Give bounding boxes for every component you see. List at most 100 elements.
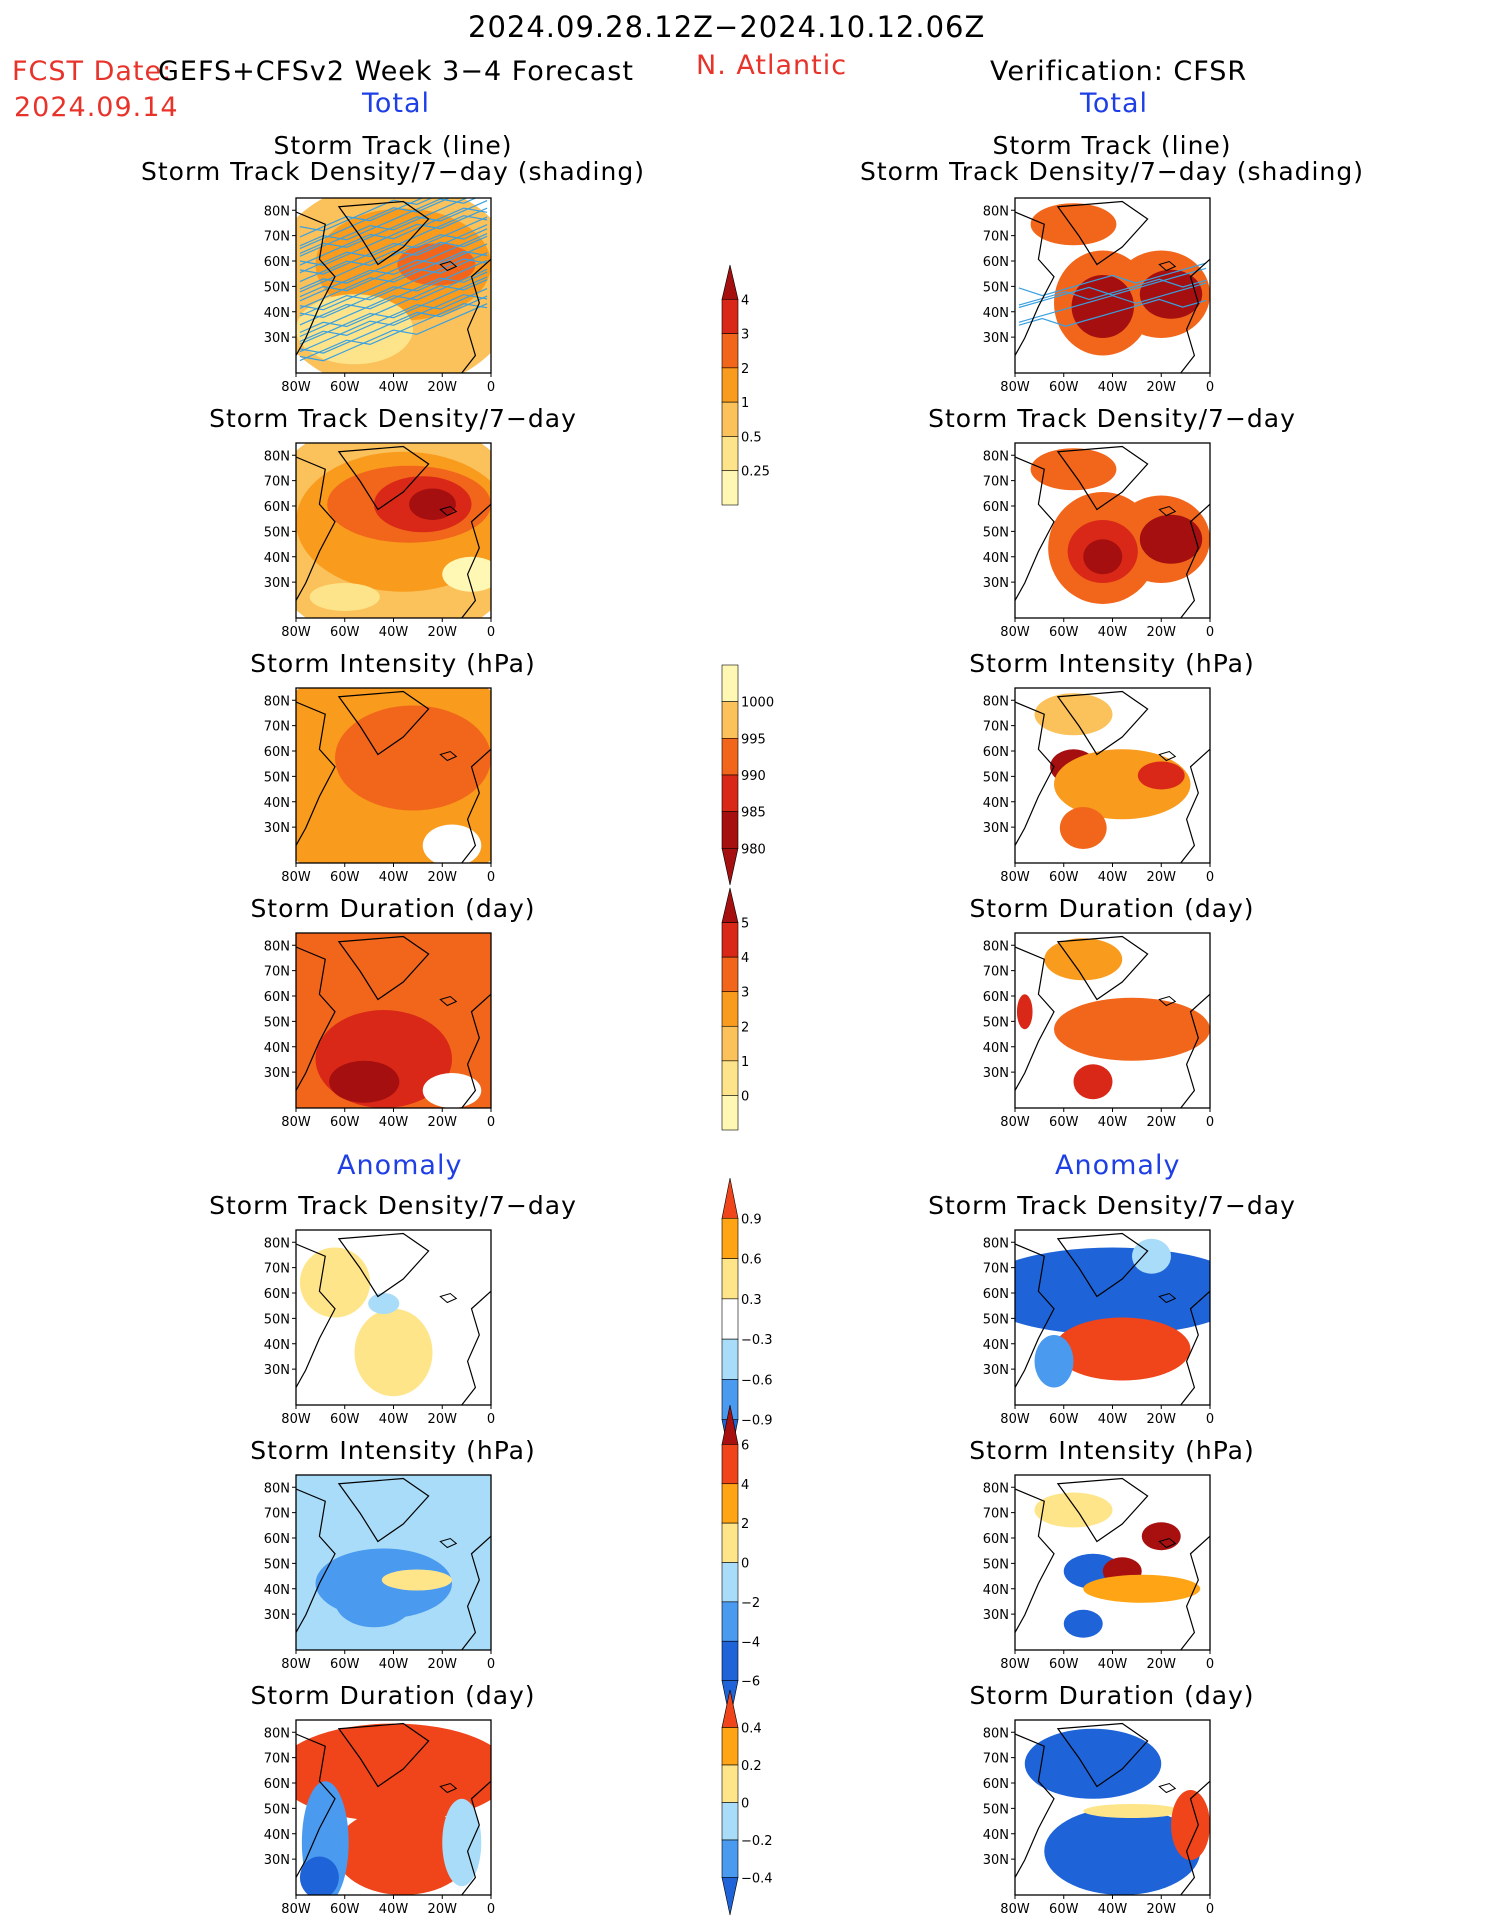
iceland-coastline — [1158, 505, 1177, 517]
shading-cell — [1083, 1574, 1201, 1603]
europe-africa-coastline — [461, 748, 491, 863]
lon-tick-label: 60W — [1049, 1657, 1079, 1672]
shading-cell — [296, 1723, 491, 1822]
storm-track-line — [299, 198, 424, 238]
shading-cell — [309, 583, 380, 611]
map-panel-right-3: 80N 70N 60N 50N 40N 30N 80W 60W 40W 20W 0 — [983, 932, 1214, 1130]
colorbar-label: 0.2 — [741, 1759, 762, 1774]
iceland-coastline — [1158, 995, 1177, 1007]
lat-tick-label: 60N — [983, 1532, 1009, 1547]
lon-tick-label: 60W — [1049, 625, 1079, 640]
colorbar-label: 980 — [741, 842, 766, 857]
storm-track-line — [299, 207, 488, 266]
lat-tick-label: 60N — [983, 1777, 1009, 1792]
lon-tick-label: 20W — [1147, 1902, 1177, 1917]
panel-title-anom-duration-right: Storm Duration (day) — [969, 1681, 1255, 1710]
lon-tick-label: 20W — [428, 1412, 458, 1427]
lon-tick-label: 60W — [330, 870, 360, 885]
lon-tick-label: 20W — [428, 380, 458, 395]
lat-tick-label: 80N — [264, 939, 290, 954]
storm-track-line — [299, 228, 488, 283]
north-america-coastline — [1015, 1488, 1055, 1633]
total-label-left: Total — [362, 88, 431, 119]
north-america-coastline — [296, 456, 336, 601]
colorbar-label: 990 — [741, 769, 766, 784]
colorbar-label: −4 — [741, 1635, 760, 1650]
lon-tick-label: 80W — [1000, 625, 1030, 640]
greenland-coastline — [1056, 1232, 1149, 1298]
colorbar-swatch — [721, 264, 739, 300]
lon-tick-label: 80W — [281, 870, 311, 885]
lat-tick-label: 30N — [983, 576, 1009, 591]
iceland-coastline — [439, 1782, 458, 1794]
lon-tick-label: 40W — [379, 1412, 409, 1427]
colorbar-swatch — [721, 333, 739, 369]
storm-track-line — [299, 250, 488, 309]
lon-tick-label: 40W — [1098, 1412, 1128, 1427]
lon-tick-label: 40W — [379, 870, 409, 885]
colorbar-label: 2 — [741, 362, 749, 377]
panel-title-anom-intensity-right: Storm Intensity (hPa) — [969, 1436, 1255, 1465]
storm-track-line — [1018, 262, 1207, 297]
shading-cell — [422, 824, 482, 863]
lat-tick-label: 70N — [983, 1262, 1009, 1277]
lat-tick-label: 30N — [983, 331, 1009, 346]
shading-cell — [1059, 807, 1107, 849]
iceland-coastline — [1158, 750, 1177, 762]
colorbar-label: 1 — [741, 1055, 749, 1070]
colorbar-swatch — [721, 922, 739, 958]
lon-tick-label: 40W — [1098, 1657, 1128, 1672]
shading-cell — [1034, 1492, 1113, 1528]
fcst-date-label: FCST Date: — [12, 56, 173, 87]
storm-track-line — [299, 224, 488, 293]
shading-cell — [1054, 997, 1210, 1061]
greenland-coastline — [337, 200, 430, 266]
lat-tick-label: 50N — [983, 280, 1009, 295]
lat-tick-label: 50N — [983, 770, 1009, 785]
iceland-coastline — [1158, 1292, 1177, 1304]
lat-tick-label: 70N — [264, 1507, 290, 1522]
colorbar-swatch — [721, 298, 739, 334]
lon-tick-label: 60W — [330, 1115, 360, 1130]
storm-track-line — [299, 215, 488, 274]
lat-tick-label: 30N — [264, 821, 290, 836]
europe-africa-coastline — [1180, 1780, 1210, 1895]
lon-tick-label: 80W — [281, 1412, 311, 1427]
lat-tick-label: 50N — [264, 1015, 290, 1030]
map-panel-right-6: 80N 70N 60N 50N 40N 30N 80W 60W 40W 20W 0 — [983, 1719, 1214, 1917]
lat-tick-label: 70N — [983, 230, 1009, 245]
colorbar-density-total: 4 3 2 1 0.5 0.25 — [721, 264, 770, 506]
europe-africa-coastline — [461, 1535, 491, 1650]
lon-tick-label: 40W — [379, 625, 409, 640]
lat-tick-label: 60N — [264, 1532, 290, 1547]
colorbar-label: 1 — [741, 396, 749, 411]
storm-track-line — [1018, 267, 1207, 309]
lat-tick-label: 30N — [983, 1853, 1009, 1868]
shading-cell — [1016, 994, 1033, 1030]
colorbar-swatch — [721, 1177, 739, 1219]
colorbar-swatch — [721, 956, 739, 993]
lat-tick-label: 40N — [264, 551, 290, 566]
colorbar-label: 0.5 — [741, 430, 762, 445]
colorbar-label: 3 — [741, 986, 749, 1001]
iceland-coastline — [439, 260, 458, 272]
colorbar-swatch — [721, 1640, 739, 1681]
verification-label: Verification: CFSR — [990, 56, 1248, 87]
greenland-coastline — [337, 1722, 430, 1788]
lat-tick-label: 80N — [264, 694, 290, 709]
shading-cell — [1139, 514, 1203, 564]
lon-tick-label: 0 — [487, 1902, 495, 1917]
lon-tick-label: 80W — [1000, 1115, 1030, 1130]
lon-tick-label: 0 — [1206, 1902, 1214, 1917]
storm-track-line — [299, 207, 488, 266]
colorbar-swatch — [721, 436, 739, 472]
lat-tick-label: 40N — [983, 306, 1009, 321]
iceland-coastline — [439, 995, 458, 1007]
lon-tick-label: 60W — [1049, 870, 1079, 885]
lon-tick-label: 80W — [281, 1902, 311, 1917]
lat-tick-label: 80N — [264, 1726, 290, 1741]
storm-track-line — [299, 233, 488, 302]
colorbar-swatch — [721, 1217, 739, 1259]
north-america-coastline — [296, 1733, 336, 1878]
